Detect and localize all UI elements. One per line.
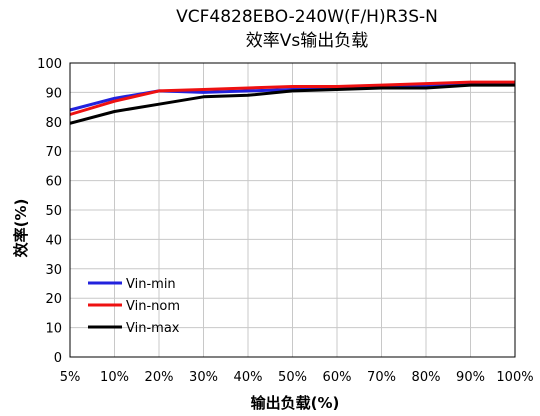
y-tick-label: 100 xyxy=(37,57,62,72)
y-tick-label: 90 xyxy=(45,86,62,101)
y-tick-label: 80 xyxy=(45,116,62,131)
x-tick-label: 80% xyxy=(412,370,441,385)
x-tick-label: 20% xyxy=(145,370,174,385)
tick-labels: 0 10 20 30 40 50 60 70 80 90 100 5% 10% 20% 30% 40% 50% 6… xyxy=(37,57,533,385)
plot-frame xyxy=(69,62,516,358)
x-tick-label: 50% xyxy=(278,370,307,385)
y-axis-label: 效率(%) xyxy=(12,199,30,258)
x-axis-label: 输出负载(%) xyxy=(251,394,340,412)
y-tick-label: 20 xyxy=(45,292,62,307)
x-tick-label: 30% xyxy=(189,370,218,385)
series-lines xyxy=(69,80,515,125)
legend-label: Vin-max xyxy=(126,321,180,336)
x-tick-label: 40% xyxy=(234,370,263,385)
series-line-vin-nom xyxy=(69,80,515,116)
y-tick-label: 70 xyxy=(45,145,62,160)
y-tick-label: 30 xyxy=(45,263,62,278)
x-tick-label: 10% xyxy=(100,370,129,385)
chart-title: VCF4828EBO-240W(F/H)R3S-N xyxy=(176,7,438,27)
x-tick-label: 90% xyxy=(456,370,485,385)
legend: Vin-min Vin-nom Vin-max xyxy=(88,277,180,336)
series-line-vin-max xyxy=(69,83,515,125)
x-tick-label: 70% xyxy=(367,370,396,385)
legend-label: Vin-min xyxy=(126,277,176,292)
y-tick-label: 60 xyxy=(45,175,62,190)
legend-label: Vin-nom xyxy=(126,299,180,314)
chart-subtitle: 效率Vs输出负载 xyxy=(246,31,369,51)
x-tick-label: 5% xyxy=(60,370,81,385)
x-tick-label: 100% xyxy=(496,370,533,385)
y-tick-label: 50 xyxy=(45,204,62,219)
y-tick-label: 40 xyxy=(45,233,62,248)
y-tick-label: 10 xyxy=(45,322,62,337)
y-tick-label: 0 xyxy=(54,351,62,366)
x-tick-label: 60% xyxy=(323,370,352,385)
